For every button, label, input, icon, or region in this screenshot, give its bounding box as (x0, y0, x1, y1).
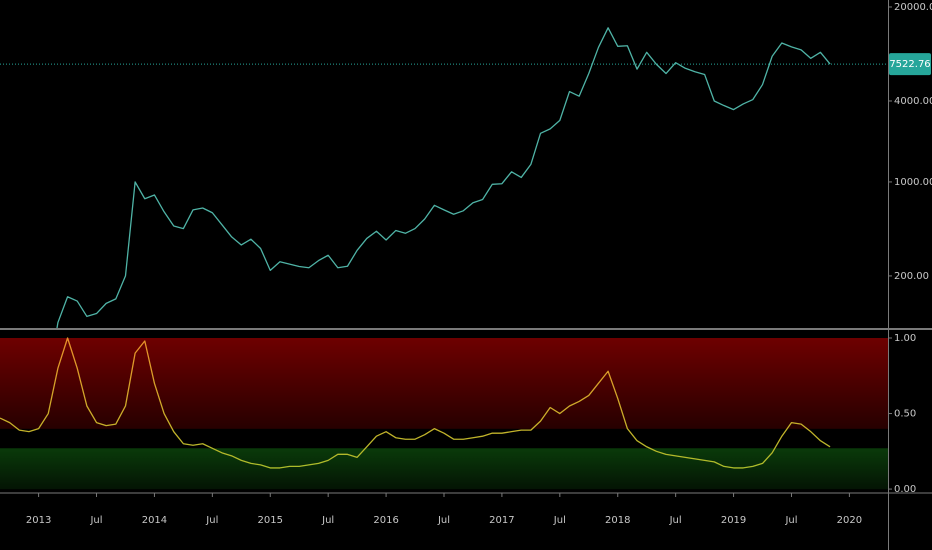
x-tick-label: Jul (437, 515, 450, 526)
x-tick-label: 2015 (258, 515, 283, 526)
x-tick-label: Jul (784, 515, 797, 526)
x-tick-label: Jul (321, 515, 334, 526)
series-line (56, 27, 831, 328)
x-tick-label: 2018 (605, 515, 630, 526)
band-shade (0, 448, 888, 490)
y-tick-label: 4000.00 (894, 96, 932, 107)
labels: 20000.00 4000.00 1000.00 200.00 7522.76 1.00 0… (26, 2, 932, 526)
x-tick-label: Jul (205, 515, 218, 526)
x-tick-label: 2017 (489, 515, 514, 526)
x-tick-label: 2014 (142, 515, 167, 526)
x-tick-label: Jul (553, 515, 566, 526)
band-shade (0, 338, 888, 429)
x-tick-label: Jul (669, 515, 682, 526)
x-tick-label: 2016 (373, 515, 398, 526)
y-tick-label: 1.00 (894, 333, 916, 344)
last-value-label: 7522.76 (889, 59, 930, 70)
x-tick-label: 2013 (26, 515, 51, 526)
y-tick-label: 0.00 (894, 484, 916, 495)
bands (0, 338, 888, 490)
y-tick-label: 20000.00 (894, 2, 932, 13)
x-tick-label: Jul (89, 515, 102, 526)
x-tick-label: 2020 (837, 515, 862, 526)
x-tick-label: 2019 (721, 515, 746, 526)
last-value-tag (889, 53, 931, 76)
y-tick-label: 1000.00 (894, 177, 932, 188)
y-tick-label: 200.00 (894, 271, 929, 282)
series-line (0, 337, 831, 469)
plots (0, 27, 888, 469)
y-tick-label: 0.50 (894, 409, 916, 420)
